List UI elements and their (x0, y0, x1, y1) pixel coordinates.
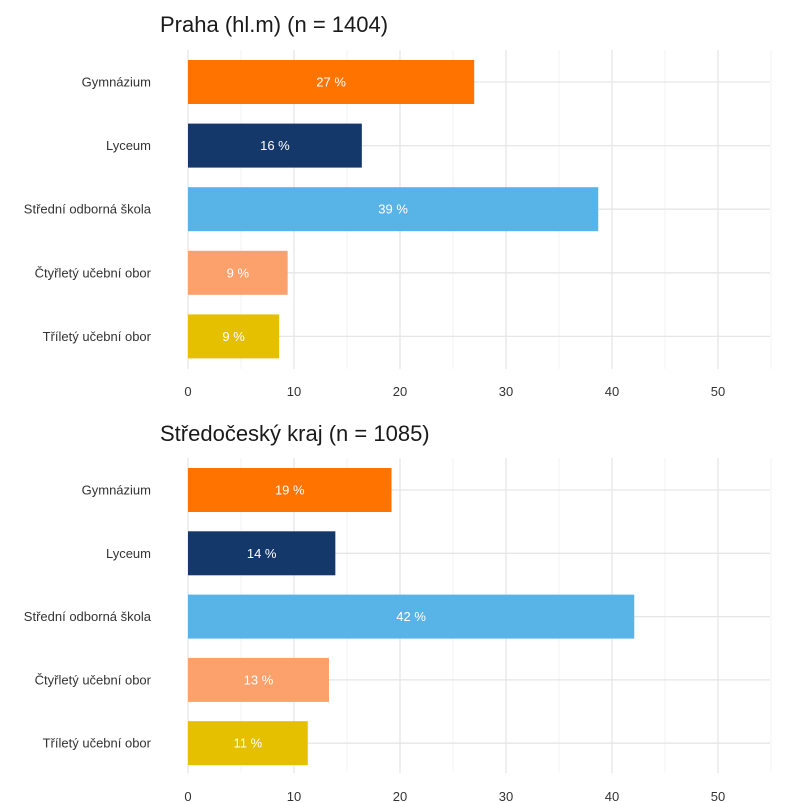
bar-value-label: 14 % (247, 546, 277, 561)
x-tick-label: 20 (393, 384, 407, 399)
x-tick-label: 50 (711, 384, 725, 399)
x-tick-label: 10 (287, 789, 301, 803)
x-tick-label: 50 (711, 789, 725, 803)
category-label: Gymnázium (82, 483, 151, 498)
bar-value-label: 42 % (396, 609, 426, 624)
bar (188, 721, 308, 766)
x-tick-label: 10 (287, 384, 301, 399)
category-label: Lyceum (106, 138, 151, 153)
bar (188, 468, 392, 512)
bar-value-label: 11 % (234, 736, 263, 751)
bar-value-label: 16 % (260, 138, 290, 153)
bar (188, 60, 475, 104)
bar (188, 250, 288, 295)
x-tick-label: 40 (605, 789, 619, 803)
bar-value-label: 19 % (275, 483, 305, 498)
category-label: Lyceum (106, 546, 151, 561)
x-tick-label: 0 (184, 789, 191, 803)
category-label: Střední odborná škola (24, 202, 152, 217)
bar-value-label: 39 % (378, 202, 408, 217)
x-tick-label: 30 (499, 789, 513, 803)
bar-value-label: 27 % (316, 75, 346, 90)
x-tick-label: 30 (499, 384, 513, 399)
bar (188, 314, 280, 359)
x-tick-label: 0 (184, 384, 191, 399)
bar (188, 187, 599, 232)
bar (188, 657, 329, 702)
category-label: Čtyřletý učební obor (35, 265, 152, 280)
category-label: Tříletý učební obor (43, 736, 152, 751)
bar (188, 123, 362, 168)
bar-value-label: 9 % (222, 329, 245, 344)
category-label: Střední odborná škola (24, 609, 152, 624)
chart-title: Středočeský kraj (n = 1085) (160, 421, 430, 446)
x-tick-label: 20 (393, 789, 407, 803)
x-tick-label: 40 (605, 384, 619, 399)
bar-value-label: 13 % (244, 672, 274, 687)
bar-value-label: 9 % (227, 265, 250, 280)
category-label: Gymnázium (82, 75, 151, 90)
chart-panel-praha: Praha (hl.m) (n = 1404) 0 10 20 30 40 50 Gymná… (24, 12, 772, 399)
category-label: Čtyřletý učební obor (35, 672, 152, 687)
chart-panel-stredocesky-kraj: Středočeský kraj (n = 1085) 0 10 20 30 40 50 G… (24, 421, 772, 803)
bar (188, 594, 635, 639)
category-label: Tříletý učební obor (43, 329, 152, 344)
bar (188, 531, 336, 576)
chart-title: Praha (hl.m) (n = 1404) (160, 12, 388, 37)
